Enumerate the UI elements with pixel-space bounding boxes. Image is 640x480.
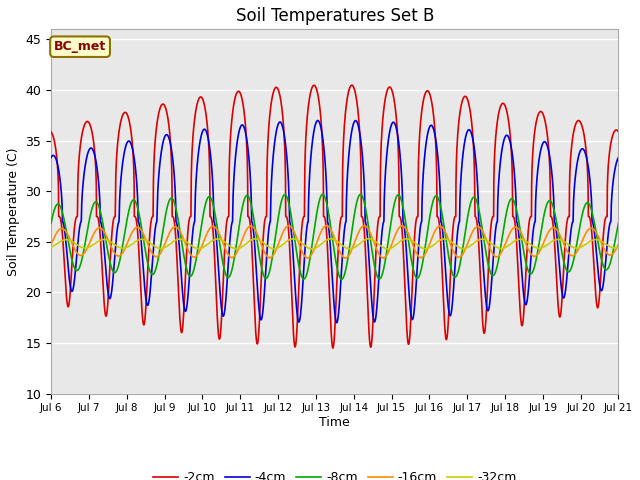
-16cm xyxy=(47,241,55,247)
-32cm xyxy=(47,244,55,250)
-2cm xyxy=(604,173,612,179)
-2cm xyxy=(329,345,337,351)
-2cm xyxy=(146,235,154,241)
Y-axis label: Soil Temperature (C): Soil Temperature (C) xyxy=(7,147,20,276)
-16cm xyxy=(323,223,330,228)
-32cm xyxy=(146,240,154,245)
-32cm xyxy=(265,244,273,250)
Line: -8cm: -8cm xyxy=(51,194,618,279)
-16cm xyxy=(342,255,349,261)
-2cm xyxy=(289,327,297,333)
-16cm xyxy=(112,252,120,258)
-4cm xyxy=(112,241,120,247)
-32cm xyxy=(614,244,622,250)
-8cm xyxy=(47,220,55,226)
-8cm xyxy=(146,267,154,273)
-32cm xyxy=(604,242,612,248)
-16cm xyxy=(543,233,550,239)
-8cm xyxy=(614,220,622,226)
-16cm xyxy=(614,241,622,247)
Line: -32cm: -32cm xyxy=(51,239,618,249)
-2cm xyxy=(614,129,622,135)
-2cm xyxy=(348,82,356,88)
-4cm xyxy=(604,236,612,242)
Legend: -2cm, -4cm, -8cm, -16cm, -32cm: -2cm, -4cm, -8cm, -16cm, -32cm xyxy=(148,467,522,480)
Title: Soil Temperatures Set B: Soil Temperatures Set B xyxy=(236,7,434,25)
-2cm xyxy=(265,126,273,132)
-4cm xyxy=(265,228,273,233)
-8cm xyxy=(265,272,273,277)
-4cm xyxy=(47,155,55,160)
-32cm xyxy=(112,242,120,248)
-4cm xyxy=(289,254,297,260)
X-axis label: Time: Time xyxy=(319,416,350,429)
-2cm xyxy=(47,129,55,135)
-32cm xyxy=(289,236,297,241)
-4cm xyxy=(333,320,340,325)
-16cm xyxy=(146,245,154,251)
-8cm xyxy=(543,202,550,208)
-4cm xyxy=(614,155,622,160)
-8cm xyxy=(604,266,612,272)
Line: -2cm: -2cm xyxy=(51,85,618,348)
-8cm xyxy=(289,227,297,232)
Text: BC_met: BC_met xyxy=(54,40,106,53)
-4cm xyxy=(543,141,550,147)
-16cm xyxy=(289,228,297,233)
-32cm xyxy=(543,242,550,248)
Line: -4cm: -4cm xyxy=(51,120,618,323)
-8cm xyxy=(112,269,120,275)
-16cm xyxy=(265,255,273,261)
-32cm xyxy=(346,246,354,252)
-32cm xyxy=(327,236,335,241)
-8cm xyxy=(338,276,346,282)
-2cm xyxy=(543,127,550,132)
-8cm xyxy=(319,192,326,197)
-2cm xyxy=(112,172,120,178)
Line: -16cm: -16cm xyxy=(51,226,618,258)
-4cm xyxy=(314,118,322,123)
-4cm xyxy=(146,295,154,300)
-16cm xyxy=(604,251,612,257)
